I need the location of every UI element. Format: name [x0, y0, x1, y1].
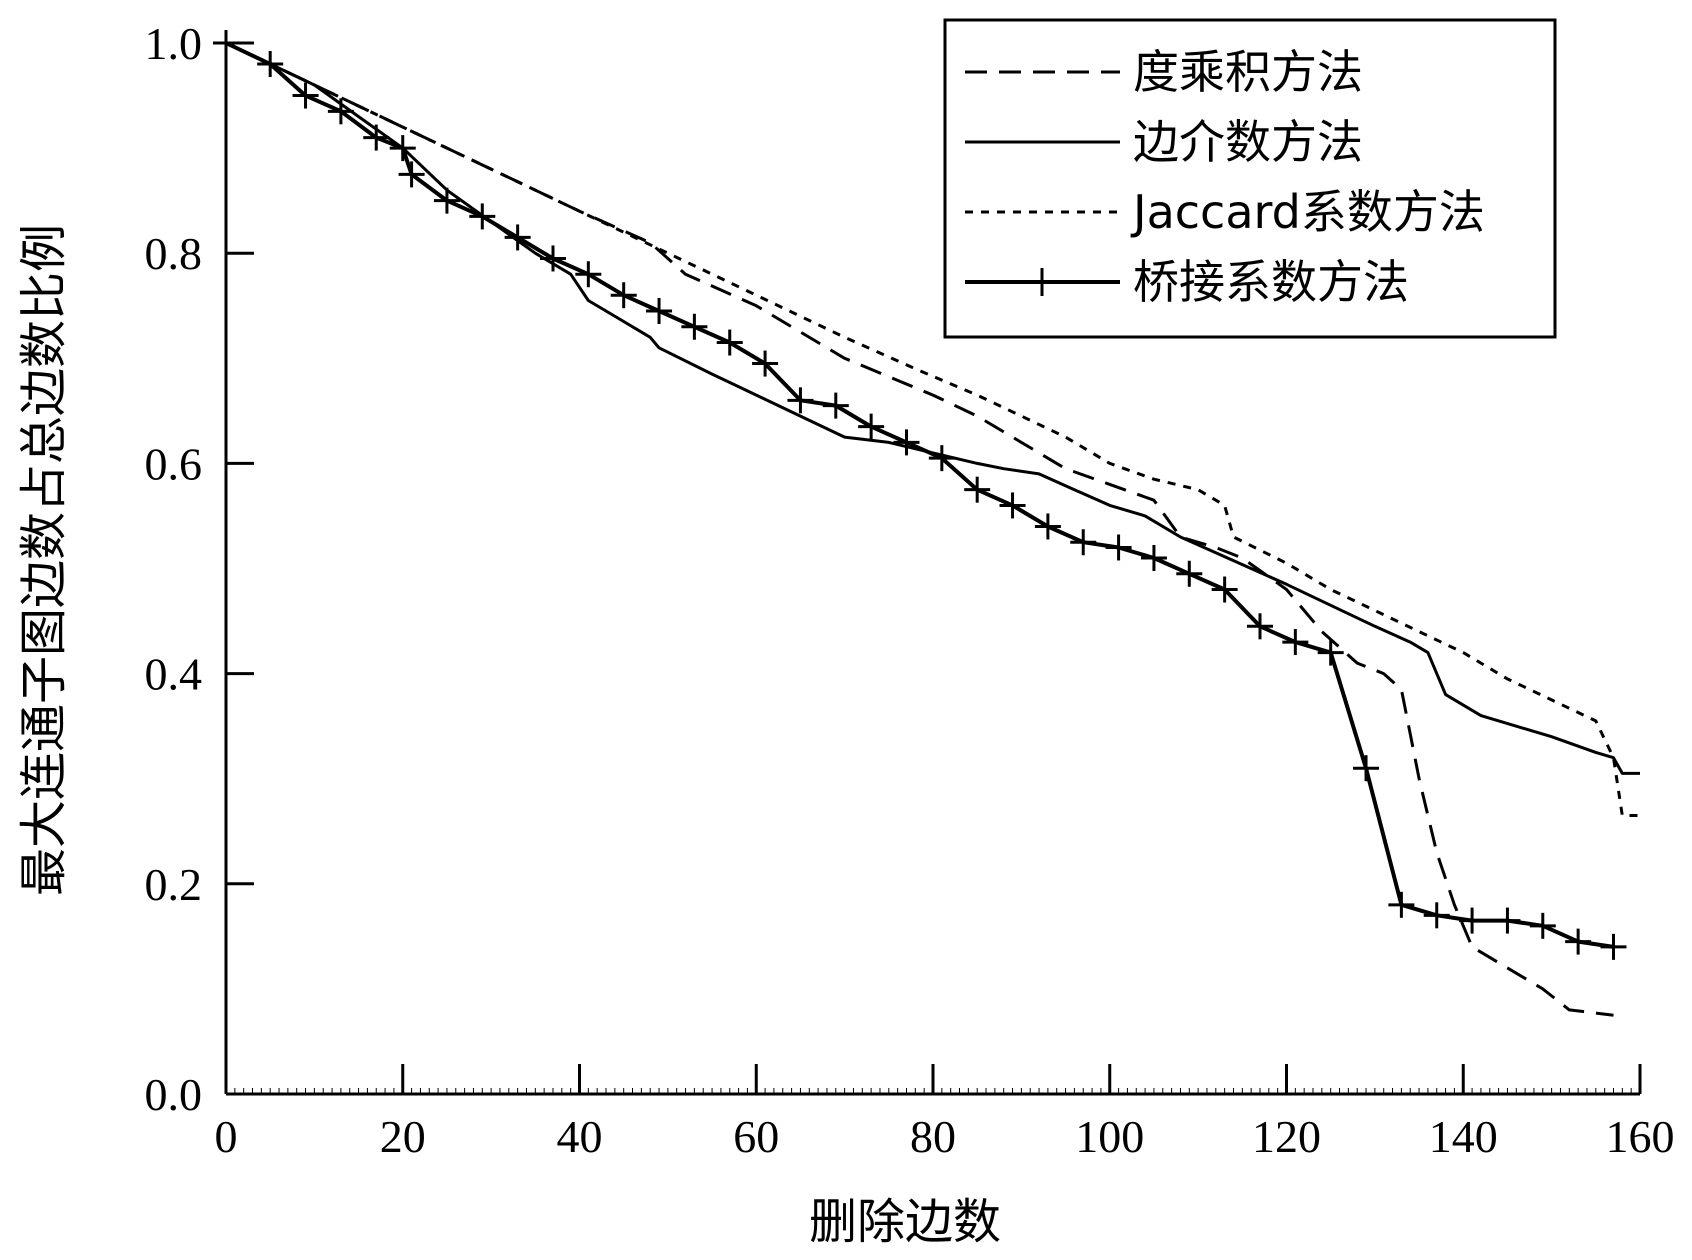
x-tick-label: 40 [557, 1111, 603, 1162]
x-tick-label: 100 [1075, 1111, 1144, 1162]
series-point-4 [1317, 639, 1344, 666]
y-tick-label: 1.0 [145, 18, 203, 69]
series-point-4 [1211, 576, 1238, 603]
series-point-4 [398, 161, 425, 188]
y-tick-label: 0.8 [145, 228, 203, 279]
series-point-4 [1423, 902, 1450, 929]
y-tick-label: 0.4 [145, 649, 203, 700]
series-point-4 [1388, 891, 1415, 918]
x-tick-label: 140 [1429, 1111, 1498, 1162]
series-point-4 [928, 445, 955, 472]
y-tick-label: 0.0 [145, 1069, 203, 1120]
series-point-4 [610, 282, 637, 309]
y-tick-label: 0.2 [145, 859, 203, 910]
series-point-4 [539, 245, 566, 272]
series-point-4 [1459, 907, 1486, 934]
series-point-4 [1176, 560, 1203, 587]
series-point-4 [964, 476, 991, 503]
y-tick-label: 0.6 [145, 438, 203, 489]
series-point-4 [1494, 907, 1521, 934]
series-point-4 [1246, 613, 1273, 640]
y-axis-title: 最大连通子图边数占总边数比例 [16, 224, 72, 896]
x-tick-label: 120 [1252, 1111, 1321, 1162]
series-point-4 [1529, 912, 1556, 939]
x-tick-label: 80 [910, 1111, 956, 1162]
series-point-4 [292, 82, 319, 109]
series-line-2 [225, 41, 1640, 775]
series-point-4 [213, 30, 239, 56]
series-point-4 [389, 135, 416, 162]
series-point-4 [646, 298, 673, 325]
legend-label-4: 桥接系数方法 [1133, 255, 1409, 309]
series-point-4 [1282, 629, 1309, 656]
x-tick-label: 160 [1606, 1111, 1675, 1162]
series-point-4 [327, 98, 354, 125]
legend-label-1: 度乘积方法 [1133, 45, 1363, 99]
series-point-4 [1565, 928, 1592, 955]
x-tick-label: 20 [380, 1111, 426, 1162]
series-point-4 [858, 413, 885, 440]
series-layer [213, 30, 1640, 1017]
legend-label-2: 边介数方法 [1133, 115, 1363, 169]
x-axis-title: 删除边数 [809, 1194, 1001, 1250]
x-tick-label: 60 [733, 1111, 779, 1162]
series-point-4 [752, 350, 779, 377]
series-point-4 [716, 329, 743, 356]
series-point-4 [433, 187, 460, 214]
series-point-4 [1070, 529, 1097, 556]
x-tick-label: 0 [215, 1111, 238, 1162]
series-point-4 [469, 203, 496, 230]
series-line-1 [225, 41, 1614, 1017]
series-point-4 [999, 492, 1026, 519]
axes: 0 20 40 60 80 100 120 140 160 0.0 0.2 0.4 0.6 0.8 1.0 [145, 18, 1675, 1162]
series-point-4 [822, 392, 849, 419]
series-point-4 [1034, 513, 1061, 540]
series-point-4 [681, 313, 708, 340]
series-point-4 [787, 387, 814, 414]
series-point-4 [893, 429, 920, 456]
series-point-4 [1140, 544, 1167, 571]
legend-label-3: Jaccard系数方法 [1130, 185, 1485, 239]
series-point-4 [1353, 755, 1380, 782]
series-point-4 [1105, 534, 1132, 561]
series-point-4 [1600, 933, 1627, 960]
series-point-4 [363, 124, 390, 151]
series-point-4 [575, 261, 602, 288]
series-point-4 [257, 51, 284, 78]
series-point-4 [504, 224, 531, 251]
